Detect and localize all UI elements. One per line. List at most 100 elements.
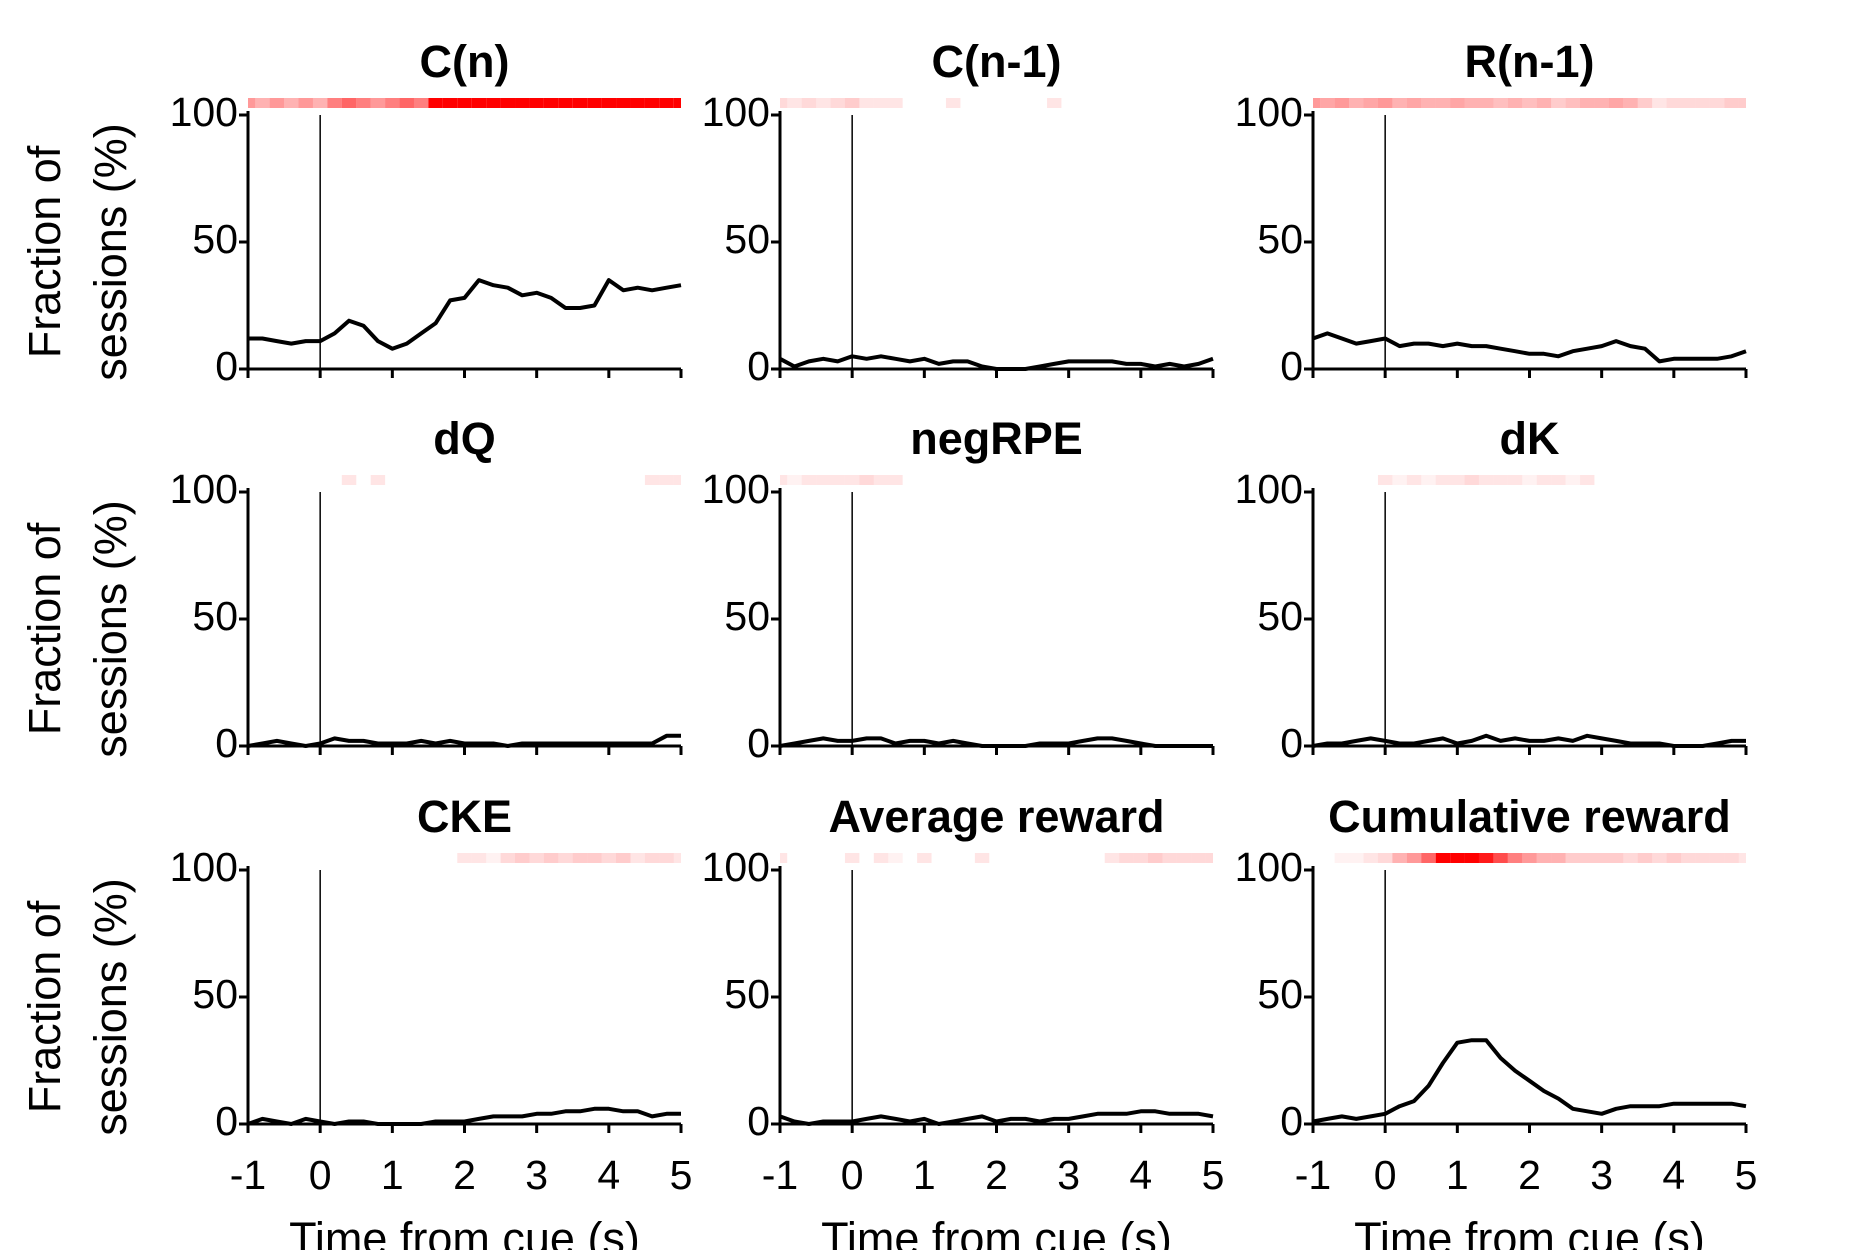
heat-cell — [428, 475, 442, 485]
heat-cell — [616, 853, 631, 863]
heat-cell — [500, 98, 516, 108]
heat-cell — [442, 98, 458, 108]
heat-cell — [616, 98, 631, 108]
y-tick-label: 0 — [747, 1098, 770, 1144]
y-axis-label: Fraction of — [19, 522, 70, 735]
heat-cell — [486, 853, 501, 863]
heat-cell — [917, 853, 932, 863]
heat-cell — [830, 475, 845, 485]
heat-cell — [1724, 98, 1739, 108]
heat-cell — [428, 853, 442, 863]
heat-cell — [1033, 475, 1047, 485]
y-tick-label: 100 — [170, 844, 238, 890]
heat-cell — [587, 475, 601, 485]
heat-cell — [1090, 853, 1104, 863]
heat-cell — [1522, 475, 1537, 485]
x-tick-label: 5 — [670, 1152, 693, 1198]
heat-cell — [1406, 475, 1422, 485]
heat-cell — [1421, 853, 1436, 863]
y-tick-label: 50 — [1257, 593, 1303, 639]
heat-cell — [1536, 98, 1552, 108]
panel-title: Average reward — [828, 791, 1164, 842]
heat-cell — [659, 853, 674, 863]
heat-cell — [1119, 853, 1134, 863]
heat-cell — [1594, 475, 1608, 485]
y-tick-label: 50 — [1257, 971, 1303, 1017]
heat-cell — [356, 98, 371, 108]
panel-title: negRPE — [910, 413, 1083, 464]
heat-cell — [371, 853, 385, 863]
heat-cell — [1076, 853, 1090, 863]
heat-cell — [946, 853, 960, 863]
x-tick-label: 0 — [309, 1152, 332, 1198]
x-tick-label: 2 — [985, 1152, 1008, 1198]
heat-cell — [1536, 475, 1552, 485]
heat-cell — [1421, 98, 1436, 108]
heat-cell — [1738, 853, 1746, 863]
heat-cell — [801, 98, 817, 108]
heat-cell — [356, 475, 370, 485]
heat-cell — [1695, 853, 1710, 863]
heat-cell — [873, 98, 889, 108]
data-line — [1312, 733, 1746, 748]
heat-cell — [859, 853, 873, 863]
heat-cell — [1134, 98, 1148, 108]
heat-cell — [974, 853, 990, 863]
heat-cell — [1565, 853, 1581, 863]
heat-cell — [960, 853, 974, 863]
y-tick-label: 100 — [1235, 89, 1303, 135]
y-tick-label: 50 — [192, 593, 238, 639]
y-tick-label: 50 — [724, 593, 770, 639]
heat-cell — [1478, 475, 1494, 485]
heat-cell — [543, 853, 559, 863]
heat-cell — [1047, 98, 1062, 108]
y-axis-label: sessions (%) — [85, 500, 136, 758]
heat-cell — [1406, 853, 1422, 863]
heat-cell — [1681, 475, 1695, 485]
heat-cell — [1710, 475, 1724, 485]
heat-cell — [1522, 98, 1537, 108]
y-tick-label: 100 — [702, 466, 770, 512]
heat-cell — [1177, 98, 1191, 108]
heat-cell — [1176, 853, 1192, 863]
heat-cell — [1406, 98, 1422, 108]
heat-cell — [602, 475, 616, 485]
heat-cell — [859, 98, 874, 108]
heat-cell — [1076, 475, 1090, 485]
data-line — [779, 1109, 1214, 1126]
heat-cell — [673, 853, 681, 863]
heat-cell — [1421, 475, 1436, 485]
heat-cell — [1349, 98, 1364, 108]
y-axis-label: Fraction of — [19, 145, 70, 358]
heat-cell — [1090, 475, 1104, 485]
heat-cell — [529, 853, 544, 863]
y-tick-label: 50 — [1257, 216, 1303, 262]
heat-cell — [1652, 98, 1667, 108]
heat-cell — [1623, 853, 1638, 863]
heat-cell — [1004, 853, 1018, 863]
heat-cell — [269, 98, 285, 108]
x-tick-label: 3 — [1057, 1152, 1080, 1198]
heat-cell — [284, 475, 298, 485]
y-tick-label: 0 — [747, 720, 770, 766]
heat-cell — [1580, 475, 1595, 485]
heat-cell — [873, 853, 889, 863]
heat-cell — [500, 853, 516, 863]
heat-cell — [1724, 475, 1738, 485]
x-tick-label: 5 — [1735, 1152, 1758, 1198]
heat-cell — [1594, 853, 1609, 863]
heat-cell — [501, 475, 515, 485]
heat-cell — [1609, 475, 1623, 485]
heat-cell — [544, 475, 558, 485]
heat-cell — [400, 853, 414, 863]
heat-cell — [873, 475, 889, 485]
heat-cell — [486, 98, 501, 108]
y-tick-label: 0 — [215, 1098, 238, 1144]
heat-cell — [385, 853, 399, 863]
heat-cell — [903, 475, 917, 485]
heat-cell — [903, 853, 917, 863]
y-tick-label: 0 — [215, 343, 238, 389]
heat-cell — [515, 853, 530, 863]
heat-cell — [1364, 475, 1378, 485]
